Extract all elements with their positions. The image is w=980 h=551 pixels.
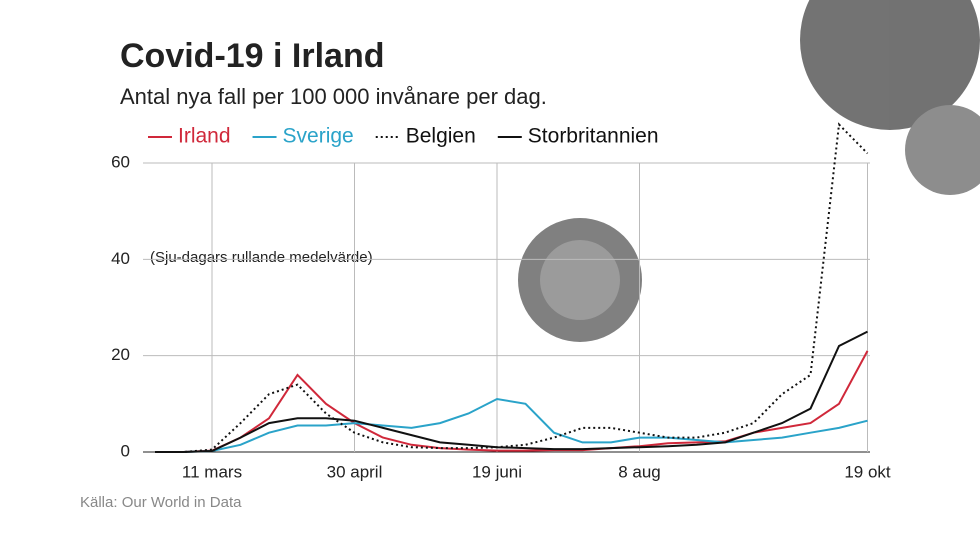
x-tick-label: 30 april: [327, 462, 383, 481]
legend-label: Storbritannien: [528, 125, 659, 148]
chart-subtitle: Antal nya fall per 100 000 invånare per …: [120, 84, 547, 109]
x-tick-label: 19 juni: [472, 462, 522, 481]
legend: Irland Sverige Belgien Storbritannien: [148, 125, 659, 148]
legend-label: Belgien: [406, 125, 476, 148]
annotation: (Sju-dagars rullande medelvärde): [150, 249, 373, 266]
series-line: [155, 397, 868, 453]
x-tick-label: 11 mars: [182, 462, 242, 481]
series-line: [155, 330, 868, 453]
source: Källa: Our World in Data: [80, 494, 242, 511]
y-tick-label: 60: [111, 152, 130, 171]
chart-title: Covid-19 i Irland: [120, 37, 385, 75]
virus-decoration: [518, 0, 980, 342]
x-tick-label: 8 aug: [618, 462, 661, 481]
y-tick-label: 40: [111, 249, 130, 268]
x-tick-label: 19 okt: [844, 462, 891, 481]
legend-label: Irland: [178, 125, 231, 148]
legend-label: Sverige: [283, 125, 354, 148]
y-tick-label: 0: [121, 441, 130, 460]
series-line: [155, 122, 869, 453]
y-tick-label: 20: [111, 345, 130, 364]
